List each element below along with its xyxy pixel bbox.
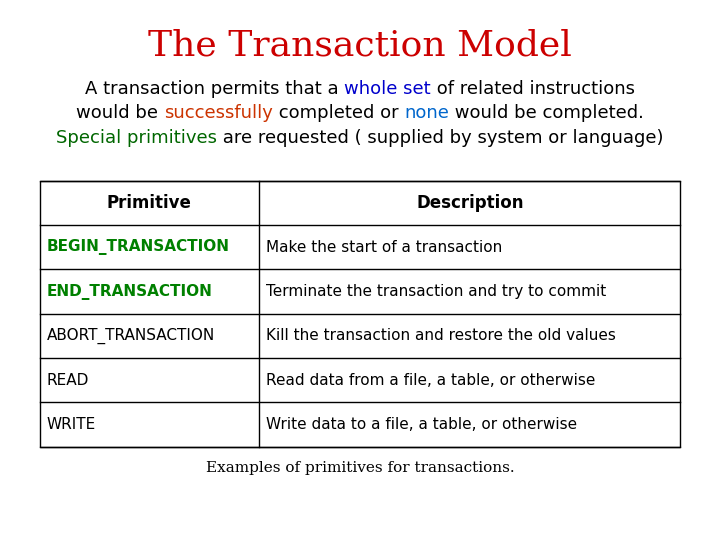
Text: A transaction permits that a: A transaction permits that a — [85, 80, 344, 98]
Text: Kill the transaction and restore the old values: Kill the transaction and restore the old… — [266, 328, 616, 343]
Text: successfully: successfully — [164, 104, 273, 123]
Text: Special primitives: Special primitives — [56, 129, 217, 147]
Text: are requested ( supplied by system or language): are requested ( supplied by system or la… — [217, 129, 664, 147]
Text: The Transaction Model: The Transaction Model — [148, 29, 572, 63]
Text: WRITE: WRITE — [47, 417, 96, 432]
Text: Description: Description — [416, 194, 523, 212]
Text: would be: would be — [76, 104, 164, 123]
Text: END_TRANSACTION: END_TRANSACTION — [47, 284, 212, 300]
Text: BEGIN_TRANSACTION: BEGIN_TRANSACTION — [47, 239, 230, 255]
Text: Write data to a file, a table, or otherwise: Write data to a file, a table, or otherw… — [266, 417, 577, 432]
Text: READ: READ — [47, 373, 89, 388]
Text: whole set: whole set — [344, 80, 431, 98]
Text: completed or: completed or — [273, 104, 404, 123]
Point — [287, 406, 295, 412]
Text: Read data from a file, a table, or otherwise: Read data from a file, a table, or other… — [266, 373, 595, 388]
Text: Primitive: Primitive — [107, 194, 192, 212]
Text: Terminate the transaction and try to commit: Terminate the transaction and try to com… — [266, 284, 607, 299]
Text: of related instructions: of related instructions — [431, 80, 635, 98]
Text: Make the start of a transaction: Make the start of a transaction — [266, 240, 503, 255]
Text: none: none — [404, 104, 449, 123]
Text: would be completed.: would be completed. — [449, 104, 644, 123]
Point — [287, 201, 295, 207]
Bar — [40, 181, 680, 447]
Text: ABORT_TRANSACTION: ABORT_TRANSACTION — [47, 328, 215, 344]
Text: Examples of primitives for transactions.: Examples of primitives for transactions. — [206, 461, 514, 475]
